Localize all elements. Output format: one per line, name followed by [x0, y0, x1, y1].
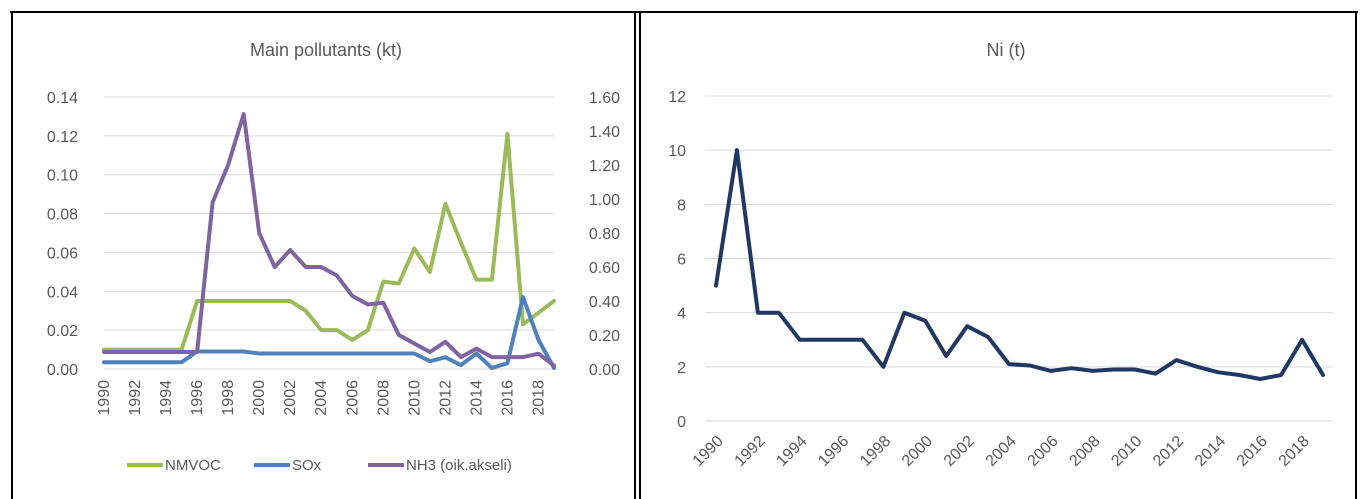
chart2-x-tick-label: 2008: [1066, 433, 1103, 470]
chart1-right-tick-label: 1.60: [589, 90, 620, 107]
chart1-left-axis: 0.00 0.02 0.04 0.06 0.08 0.10 0.12 0.14: [47, 90, 78, 379]
chart1-right-tick-label: 0.00: [589, 362, 620, 379]
chart1-x-tick-label: 2018: [530, 380, 547, 416]
chart1-x-tick-label: 2000: [251, 380, 268, 416]
chart1-x-tick-label: 1990: [96, 380, 113, 416]
chart1-x-tick-label: 2006: [344, 380, 361, 416]
chart1-title: Main pollutants (kt): [250, 40, 402, 60]
chart1-right-axis: 0.00 0.20 0.40 0.60 0.80 1.00 1.20 1.40 1.60: [589, 90, 620, 379]
legend-label: NH3 (oik.akseli): [406, 457, 512, 474]
chart1-right-tick-label: 0.20: [589, 328, 620, 345]
chart2-gridlines: [705, 95, 1333, 422]
chart2-x-tick-label: 2012: [1150, 433, 1187, 470]
chart2-y-tick-label: 12: [668, 89, 686, 106]
chart2-x-tick-label: 1992: [732, 433, 769, 470]
chart2-x-tick-label: 1990: [690, 433, 727, 470]
chart1-x-tick-label: 1996: [189, 380, 206, 416]
chart1-x-axis: 1990 1992 1994 1996 1998 2000 2002 2004 2006 2008…: [96, 380, 547, 416]
chart2-title: Ni (t): [987, 40, 1026, 60]
chart1-right-tick-label: 0.40: [589, 294, 620, 311]
chart2-x-tick-label: 2010: [1108, 433, 1145, 470]
chart1-x-tick-label: 2012: [437, 380, 454, 416]
chart2-y-axis: 0 2 4 6 8 10 12: [668, 89, 686, 431]
chart2-x-axis: 1990 1992 1994 1996 1998 2000 2002 2004 2006 2008…: [690, 433, 1313, 470]
chart1-right-tick-label: 0.80: [589, 226, 620, 243]
chart1-x-tick-label: 1998: [220, 380, 237, 416]
legend-label: SOx: [292, 457, 322, 474]
chart1-series-line-nmvoc: [102, 131, 556, 352]
chart1-gridlines: [104, 96, 554, 370]
chart1-series: [102, 112, 556, 370]
main-pollutants-chart: Main pollutants (kt) 0.000.020.040.060.0…: [47, 40, 620, 474]
chart2-x-tick-label: 2006: [1025, 433, 1062, 470]
chart1-left-tick-label: 0.06: [47, 245, 78, 262]
chart2-series: [714, 148, 1325, 381]
chart1-x-tick-label: 2016: [499, 380, 516, 416]
chart1-right-tick-label: 1.00: [589, 192, 620, 209]
chart2-x-tick-label: 2002: [941, 433, 978, 470]
chart1-left-tick-label: 0.10: [47, 168, 78, 185]
chart1-left-tick-label: 0.14: [47, 90, 78, 107]
chart1-x-tick-label: 2014: [468, 380, 485, 416]
chart2-x-tick-label: 2014: [1192, 433, 1229, 470]
chart2-y-tick-label: 4: [677, 306, 686, 323]
chart2-x-tick-label: 2018: [1276, 433, 1313, 470]
legend-label: NMVOC: [165, 457, 221, 474]
chart2-x-tick-label: 1996: [815, 433, 852, 470]
chart1-series-line-nh3: [102, 112, 556, 368]
chart2-y-tick-label: 8: [677, 197, 686, 214]
chart2-y-tick-label: 6: [677, 252, 686, 269]
chart1-x-tick-label: 2004: [313, 380, 330, 416]
chart2-y-tick-label: 2: [677, 360, 686, 377]
chart2-x-tick-label: 1994: [773, 433, 810, 470]
chart1-right-tick-label: 1.40: [589, 124, 620, 141]
chart1-legend: NMVOC SOx NH3 (oik.akseli): [127, 457, 512, 474]
chart1-right-tick-label: 0.60: [589, 260, 620, 277]
chart2-y-tick-label: 10: [668, 143, 686, 160]
chart1-x-tick-label: 1994: [158, 380, 175, 416]
chart1-left-tick-label: 0.12: [47, 129, 78, 146]
chart2-x-tick-label: 1998: [857, 433, 894, 470]
chart1-x-tick-label: 1992: [127, 380, 144, 416]
chart1-right-tick-label: 1.20: [589, 158, 620, 175]
chart1-x-tick-label: 2010: [406, 380, 423, 416]
chart1-series-line-sox: [102, 295, 556, 370]
chart2-x-tick-label: 2000: [899, 433, 936, 470]
chart2-y-tick-label: 0: [677, 414, 686, 431]
chart1-x-tick-label: 2002: [282, 380, 299, 416]
chart2-x-tick-label: 2004: [983, 433, 1020, 470]
chart2-x-tick-label: 2016: [1234, 433, 1271, 470]
chart1-left-tick-label: 0.00: [47, 362, 78, 379]
chart1-left-tick-label: 0.08: [47, 207, 78, 224]
chart1-left-tick-label: 0.04: [47, 284, 78, 301]
chart2-series-line-ni: [714, 148, 1325, 381]
chart1-left-tick-label: 0.02: [47, 323, 78, 340]
chart1-x-tick-label: 2008: [375, 380, 392, 416]
